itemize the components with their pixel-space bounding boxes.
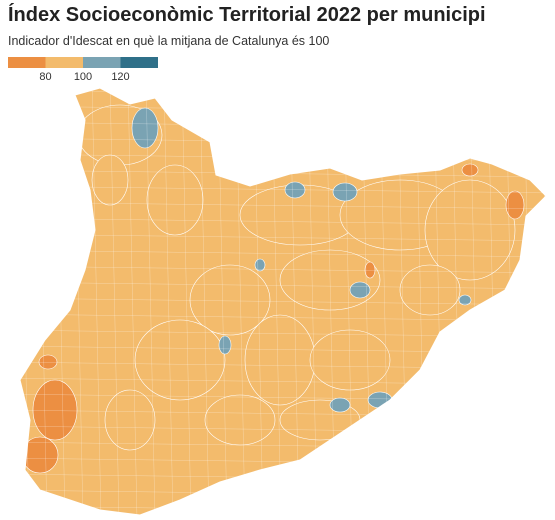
subtitle: Indicador d'Idescat en què la mitjana de… xyxy=(8,34,330,48)
border xyxy=(20,249,546,258)
legend-label: 80 xyxy=(39,71,51,83)
municipality-group xyxy=(329,397,351,413)
municipality-group xyxy=(104,389,156,451)
municipality-group xyxy=(332,182,358,202)
border xyxy=(487,88,498,515)
border xyxy=(20,121,546,130)
municipality-group xyxy=(189,264,271,336)
municipality-group xyxy=(91,154,129,206)
border xyxy=(199,88,210,515)
border xyxy=(20,297,546,306)
region-outline xyxy=(19,87,547,516)
municipality-group xyxy=(309,329,391,391)
legend-swatch xyxy=(83,57,121,68)
border xyxy=(127,88,138,515)
municipality-group xyxy=(399,264,461,316)
municipality-group xyxy=(131,107,159,149)
legend-label: 120 xyxy=(111,71,129,83)
border xyxy=(505,88,516,515)
legend-swatch xyxy=(120,57,158,68)
municipality-group xyxy=(367,391,393,409)
border xyxy=(20,505,546,514)
municipality-group xyxy=(424,179,516,281)
municipality-group xyxy=(349,281,371,299)
border xyxy=(20,201,546,210)
border xyxy=(109,88,120,515)
municipality-group xyxy=(146,164,204,236)
municipality-group xyxy=(204,394,276,446)
municipality-group xyxy=(218,335,232,355)
municipality-group xyxy=(458,294,472,306)
border xyxy=(541,88,546,515)
municipality-group xyxy=(505,190,525,220)
legend-label: 100 xyxy=(74,71,92,83)
legend-swatch xyxy=(45,57,83,68)
municipality-group xyxy=(32,379,78,441)
municipality-group xyxy=(244,314,316,406)
municipality-group xyxy=(254,258,266,272)
municipality-group xyxy=(364,261,376,279)
border xyxy=(91,88,102,515)
legend-swatch xyxy=(8,57,46,68)
municipality-group xyxy=(461,163,479,177)
border xyxy=(20,265,546,274)
border xyxy=(20,281,546,290)
border xyxy=(523,88,534,515)
municipality-group xyxy=(38,354,58,370)
border xyxy=(181,88,192,515)
border xyxy=(20,185,546,194)
border xyxy=(20,88,30,515)
title: Índex Socioeconòmic Territorial 2022 per… xyxy=(8,4,486,26)
